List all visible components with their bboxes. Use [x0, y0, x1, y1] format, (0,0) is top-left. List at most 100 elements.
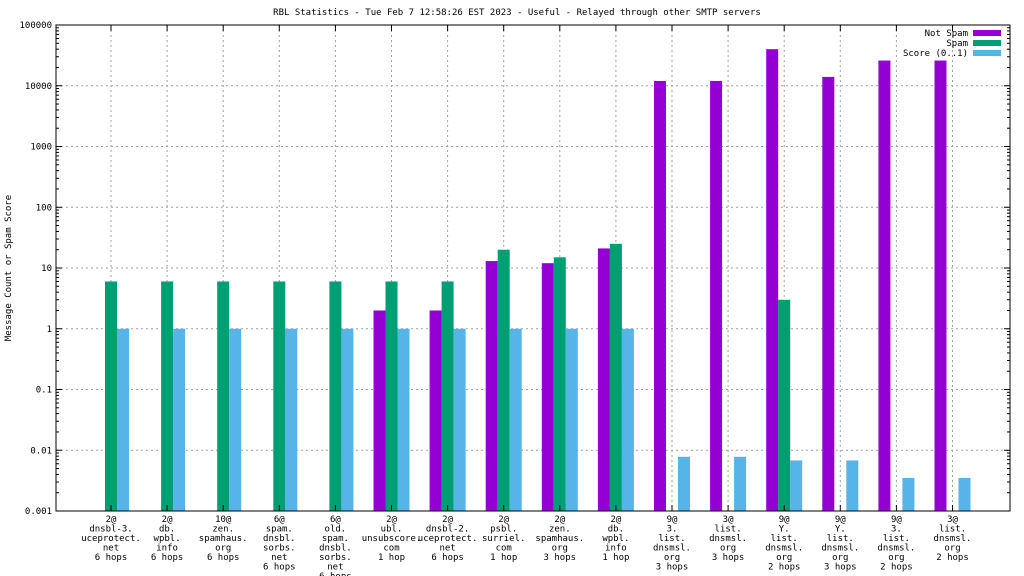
x-tick-label-line: dnsbl-3.: [89, 525, 132, 535]
x-tick-label-line: dnsmsl.: [821, 544, 859, 554]
bar-spam: [161, 281, 174, 511]
y-tick-label: 100000: [19, 21, 52, 31]
bar-not-spam: [822, 76, 835, 512]
x-tick-label-line: org: [664, 553, 680, 563]
legend-label: Score (0..1): [903, 49, 968, 59]
x-tick-label: 3@ list. dnsmsl. org 2 hops: [934, 515, 972, 563]
x-tick-label-line: Y.: [835, 525, 846, 535]
x-tick-label: 3@ list. dnsmsl. org 3 hops: [709, 515, 747, 563]
bar-score-0-1: [117, 328, 129, 511]
y-axis-label: Message Count or Spam Score: [4, 195, 14, 341]
x-tick-label-line: 3.: [891, 525, 902, 535]
bar-score-0-1: [958, 477, 971, 511]
x-tick-label-line: dnsmsl.: [934, 534, 972, 544]
legend-swatch: [973, 50, 1001, 56]
x-tick-label-line: 6 hops: [95, 553, 128, 563]
y-tick-label: 1: [47, 325, 52, 335]
bar-not-spam: [934, 60, 947, 511]
x-tick-label-line: net: [439, 544, 455, 554]
x-tick-label-line: 1 hop: [602, 553, 629, 563]
x-tick-label-line: 9@: [779, 515, 790, 525]
x-tick-label-line: net: [103, 544, 119, 554]
x-tick-label-line: 9@: [891, 515, 902, 525]
legend-swatch: [973, 30, 1001, 36]
x-tick-label-line: spamhaus.: [199, 534, 248, 544]
x-tick-label-line: info: [605, 544, 627, 554]
x-tick-label-line: com: [383, 544, 399, 554]
x-tick-label-line: info: [156, 544, 178, 554]
x-tick-label-line: 3 hops: [656, 563, 689, 573]
x-tick-label-line: dnsmsl.: [653, 544, 691, 554]
x-tick-label-line: 6 hops: [207, 553, 240, 563]
x-tick-label-line: org: [215, 544, 231, 554]
bar-score-0-1: [846, 460, 859, 511]
bar-spam: [441, 281, 454, 511]
x-tick-label: 6@ spam. dnsbl. sorbs. net 6 hops: [263, 515, 296, 573]
bar-score-0-1: [565, 328, 578, 511]
bar-spam: [273, 281, 286, 511]
x-tick-label-line: 2@: [610, 515, 621, 525]
bar-not-spam: [766, 49, 779, 511]
x-tick-label: 9@ Y. list. dnsmsl. org 2 hops: [765, 515, 803, 573]
x-tick-label-line: dnsbl-2.: [426, 525, 469, 535]
x-tick-label-line: org: [720, 544, 736, 554]
x-tick-label-line: 9@: [835, 515, 846, 525]
x-tick-label-line: 6 hops: [431, 553, 464, 563]
bar-score-0-1: [509, 328, 522, 511]
x-tick-label-line: old.: [325, 525, 347, 535]
x-tick-label-line: dnsbl.: [263, 534, 296, 544]
x-tick-label-line: sorbs.: [263, 544, 296, 554]
x-tick-label-line: zen.: [212, 525, 234, 535]
bar-not-spam: [654, 80, 666, 511]
y-tick-label: 0.001: [25, 507, 52, 517]
x-tick-label-line: wpbl.: [154, 534, 181, 544]
x-tick-label-line: org: [888, 553, 904, 563]
x-tick-label-line: 2@: [106, 515, 117, 525]
bar-score-0-1: [678, 456, 690, 511]
x-tick-label: 2@ ubl. unsubscore. com 1 hop: [362, 515, 422, 563]
grid-layer: [56, 25, 1010, 511]
x-tick-label-line: list.: [827, 534, 854, 544]
bar-spam: [778, 299, 791, 511]
bar-score-0-1: [453, 328, 466, 511]
x-tick-label-line: 2 hops: [768, 563, 801, 573]
legend-label: Spam: [946, 39, 968, 49]
x-tick-label: 10@ zen. spamhaus. org 6 hops: [199, 515, 248, 563]
x-tick-label-line: 2@: [386, 515, 397, 525]
bar-not-spam: [710, 80, 723, 511]
bar-spam: [217, 281, 230, 511]
y-tick-label: 0.1: [36, 386, 52, 396]
x-tick-label: 2@ db. wpbl. info 6 hops: [151, 515, 184, 563]
x-tick-label-line: psbl.: [490, 525, 517, 535]
x-tick-label-line: 2 hops: [880, 563, 913, 573]
x-tick-label: 9@ 3. list. dnsmsl. org 3 hops: [653, 515, 691, 573]
x-tick-label-line: net: [327, 563, 343, 573]
x-tick-label-line: org: [832, 553, 848, 563]
x-tick-label-line: spam.: [266, 525, 293, 535]
bar-score-0-1: [229, 328, 242, 511]
x-tick-label: 2@ dnsbl-2. uceprotect. net 6 hops: [418, 515, 478, 563]
x-tick-label-line: 3@: [947, 515, 958, 525]
x-tick-label-line: sorbs.: [319, 553, 352, 563]
x-tick-label-line: 3@: [723, 515, 734, 525]
x-tick-label-line: list.: [658, 534, 685, 544]
x-tick-label-line: 3.: [667, 525, 678, 535]
y-tick-label: 0.01: [30, 446, 52, 456]
bar-not-spam: [597, 248, 610, 511]
y-axis-ticks: 0.001 0.01 0.1 1 10 100 1000 10000 100000: [19, 21, 1010, 517]
x-tick-label-line: net: [271, 553, 287, 563]
bar-spam: [385, 281, 398, 511]
bar-not-spam: [373, 310, 386, 511]
x-tick-label-line: 2@: [162, 515, 173, 525]
x-tick-label-line: spam.: [322, 534, 349, 544]
x-tick-label-line: list.: [883, 534, 910, 544]
x-tick-label-line: 3 hops: [544, 553, 577, 563]
bar-spam: [329, 281, 342, 511]
bar-score-0-1: [734, 456, 747, 511]
x-tick-label-line: com: [496, 544, 512, 554]
bars-layer: [105, 49, 971, 512]
x-tick-label-line: 6@: [274, 515, 285, 525]
